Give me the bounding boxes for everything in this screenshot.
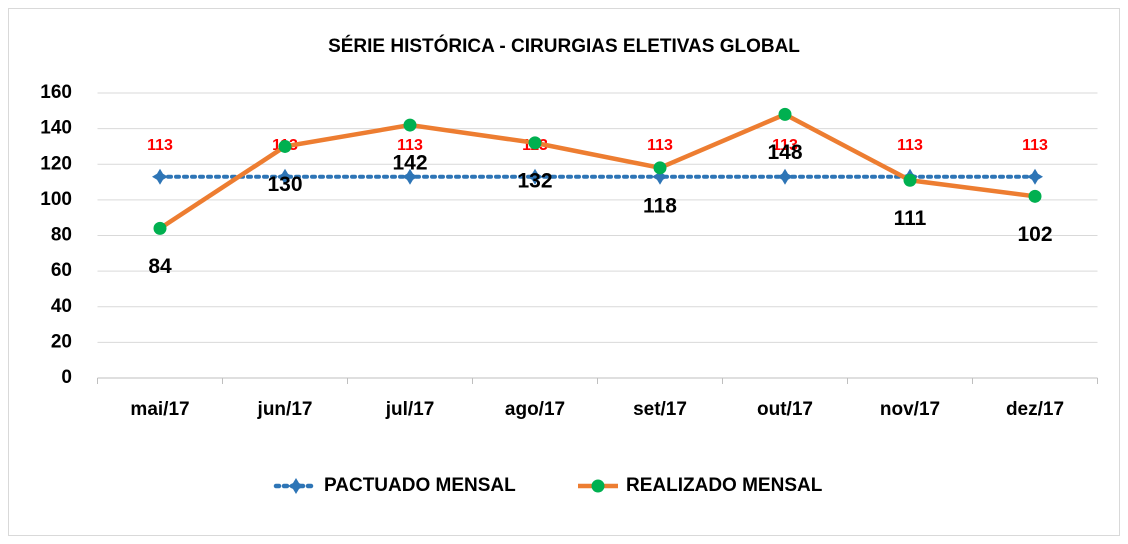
x-tick-label: set/17 bbox=[633, 399, 687, 420]
data-point bbox=[652, 168, 668, 185]
chart-title: SÉRIE HISTÓRICA - CIRURGIAS ELETIVAS GLO… bbox=[328, 35, 800, 57]
y-tick-label: 40 bbox=[51, 296, 72, 317]
legend-marker bbox=[591, 479, 605, 493]
data-label: 113 bbox=[647, 137, 673, 154]
y-tick-label: 80 bbox=[51, 225, 72, 246]
x-tick-label: out/17 bbox=[757, 399, 813, 420]
data-label: 113 bbox=[397, 137, 423, 154]
x-tick-label: dez/17 bbox=[1006, 399, 1064, 420]
data-point bbox=[778, 107, 792, 121]
x-tick-label: mai/17 bbox=[130, 399, 189, 420]
data-point bbox=[278, 139, 292, 153]
data-label: 102 bbox=[1017, 223, 1052, 246]
data-point bbox=[528, 136, 542, 150]
y-tick-label: 20 bbox=[51, 331, 72, 352]
x-tick-label: jul/17 bbox=[385, 399, 435, 420]
data-point bbox=[152, 168, 168, 185]
data-label: 118 bbox=[643, 194, 677, 217]
data-point bbox=[653, 161, 667, 175]
data-label: 111 bbox=[894, 207, 927, 230]
legend-label: PACTUADO MENSAL bbox=[324, 475, 516, 496]
y-tick-label: 120 bbox=[40, 153, 72, 174]
data-point bbox=[1028, 189, 1042, 203]
data-label: 148 bbox=[767, 141, 802, 164]
y-tick-label: 100 bbox=[40, 189, 72, 210]
y-tick-label: 60 bbox=[51, 260, 72, 281]
x-tick-label: jun/17 bbox=[257, 399, 313, 420]
data-point bbox=[1027, 168, 1043, 185]
data-label: 142 bbox=[392, 152, 427, 175]
data-label: 113 bbox=[1022, 137, 1048, 154]
x-tick-label: nov/17 bbox=[880, 399, 940, 420]
data-point bbox=[903, 173, 917, 187]
data-label: 113 bbox=[897, 137, 923, 154]
data-label: 84 bbox=[148, 255, 172, 278]
data-point bbox=[402, 168, 418, 185]
y-tick-label: 160 bbox=[40, 82, 72, 103]
y-tick-label: 140 bbox=[40, 118, 72, 139]
data-point bbox=[527, 168, 543, 185]
data-point bbox=[403, 118, 417, 132]
series-line bbox=[158, 111, 1036, 231]
data-point bbox=[153, 221, 167, 235]
data-point bbox=[777, 168, 793, 185]
legend-label: REALIZADO MENSAL bbox=[626, 475, 823, 496]
data-point bbox=[277, 168, 293, 185]
y-tick-label: 0 bbox=[61, 367, 72, 388]
x-tick-label: ago/17 bbox=[505, 399, 565, 420]
legend-marker bbox=[288, 478, 304, 494]
data-label: 132 bbox=[517, 169, 552, 192]
chart-frame bbox=[8, 8, 1120, 536]
data-label: 113 bbox=[772, 137, 798, 154]
data-label: 113 bbox=[147, 137, 173, 154]
data-label: 130 bbox=[267, 173, 302, 196]
